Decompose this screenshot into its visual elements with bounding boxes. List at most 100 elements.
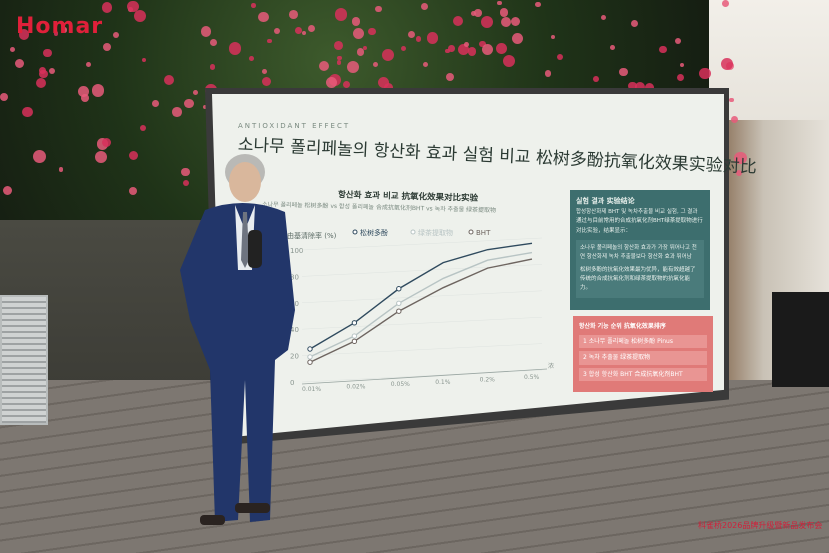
x-tick-label: 0.02% [346,384,365,391]
flower [458,44,470,56]
flower [91,84,105,97]
gridline [301,237,543,251]
flower [479,40,486,48]
flower [251,3,256,8]
flower [229,42,242,55]
result-text-chinese: 松树多酚的抗氧化效果最为优异，能有效超越了传统的合成抗氧化剂和绿茶提取物的抗氧化… [580,266,696,292]
flower [18,29,29,40]
x-tick-label: 0.2% [480,376,496,383]
flower [346,60,359,73]
flower [375,5,382,13]
data-point [351,320,358,326]
x-tick-label: 0.05% [391,381,410,388]
flower [644,82,654,92]
flower [474,9,482,18]
flower [32,149,46,163]
flower [447,45,455,52]
flower [58,167,64,173]
flower [445,72,455,82]
flower [618,67,628,77]
flower [78,86,90,97]
flower [368,27,377,36]
flower [163,74,174,85]
flower [467,47,476,56]
flower [544,70,552,77]
flower [112,31,120,39]
flower [22,107,33,118]
ranking-heading: 항산화 기능 순위 抗氧化效果排序 [579,323,666,330]
flower [62,27,68,33]
flower [630,19,639,27]
flower [38,66,46,74]
y-tick-label: 100 [290,247,303,255]
flower [172,107,182,117]
y-tick-label: 0 [290,379,294,387]
flower [43,48,52,58]
flower [334,41,343,51]
result-text: 합성항산화제 BHT 및 녹차추출물 비교 실험, 그 결과 通过与目前常用的合… [576,208,703,234]
result-text-korean: 소나무 폴리페놀의 항산화 효과가 가장 뛰어나고 천연 항산화제 녹차 추출물… [580,244,697,261]
flower [302,31,307,36]
result-heading: 실험 결과 实验结论 [576,197,635,205]
gridline [301,343,543,356]
data-point [351,338,358,345]
flower [356,48,364,56]
flower [336,60,341,65]
flower [627,81,637,91]
flower [497,0,502,5]
flower [470,10,476,16]
x-tick-label: 0.1% [435,379,451,386]
flower [659,45,667,53]
flower [381,48,394,61]
data-point [307,346,313,352]
x-tick-label: 0.5% [524,374,540,381]
flower [14,58,25,69]
x-tick-label: 0.01% [302,386,321,392]
flower [503,54,516,68]
flower [139,124,146,132]
flower [426,32,438,44]
flower [592,76,599,83]
flower [95,150,108,163]
series-line [309,242,533,350]
legend-marker [410,229,416,235]
flower [343,81,351,89]
ranking-item: 2 녹차 추출물 绿茶提取物 [579,351,707,365]
data-point [307,359,313,365]
event-caption: 科雀桥2026品牌升级暨新品发布会 [698,521,823,530]
flower [103,42,112,51]
flower [141,57,146,63]
flower [401,46,407,52]
flower [721,57,734,70]
flower [129,151,139,161]
flower [101,137,112,147]
result-highlight: 소나무 폴리페놀의 항산화 효과가 가장 뛰어나고 천연 항산화제 녹차 추출물… [576,239,704,298]
data-point [396,286,402,292]
data-point [396,308,402,314]
flower [336,55,342,61]
flower [182,180,189,187]
legend-entry: 松树多酚 [360,228,388,237]
flower [634,82,645,93]
y-axis-label: 自由基清除率 (%) [280,231,337,240]
flower [421,2,429,10]
flower [202,105,207,110]
flower [325,77,337,88]
flower [81,94,90,103]
flower [294,27,302,35]
flower [85,62,91,68]
x-axis [301,368,548,385]
data-point [351,333,358,339]
x-axis-label: 浓 [548,362,554,370]
flower [351,17,361,26]
flower [2,185,13,196]
flower [210,64,216,70]
flower [729,97,734,103]
flower [129,187,138,196]
y-tick-label: 40 [290,326,299,334]
flower [609,45,615,51]
flower [262,69,268,75]
gridline [301,264,543,277]
flower [499,8,509,17]
gridline [301,290,543,304]
